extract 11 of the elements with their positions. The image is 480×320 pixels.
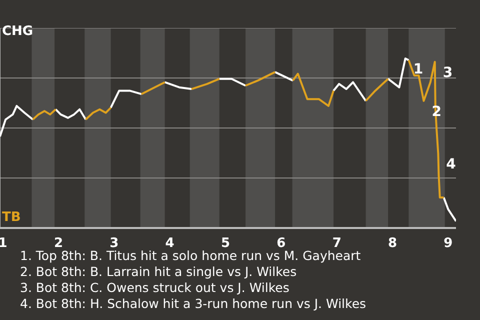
text: 4. Bot 8th: H. Schalow hit a 3-run home run vs J. Wilkes [20,296,366,312]
x-tick-label: 8 [388,236,398,252]
x-tick-label: 9 [444,236,453,252]
text: CHG [2,24,34,39]
annotation: TB [2,210,21,225]
annotation: 3 [442,64,453,81]
annotation: 1 [413,61,424,78]
annotation: 4 [446,156,456,172]
text: 3. Bot 8th: C. Owens struck out vs J. Wilkes [20,280,290,296]
x-tick-label: 1 [0,236,8,252]
text: 2. Bot 8th: B. Larrain hit a single vs J. Wilkes [20,264,298,280]
